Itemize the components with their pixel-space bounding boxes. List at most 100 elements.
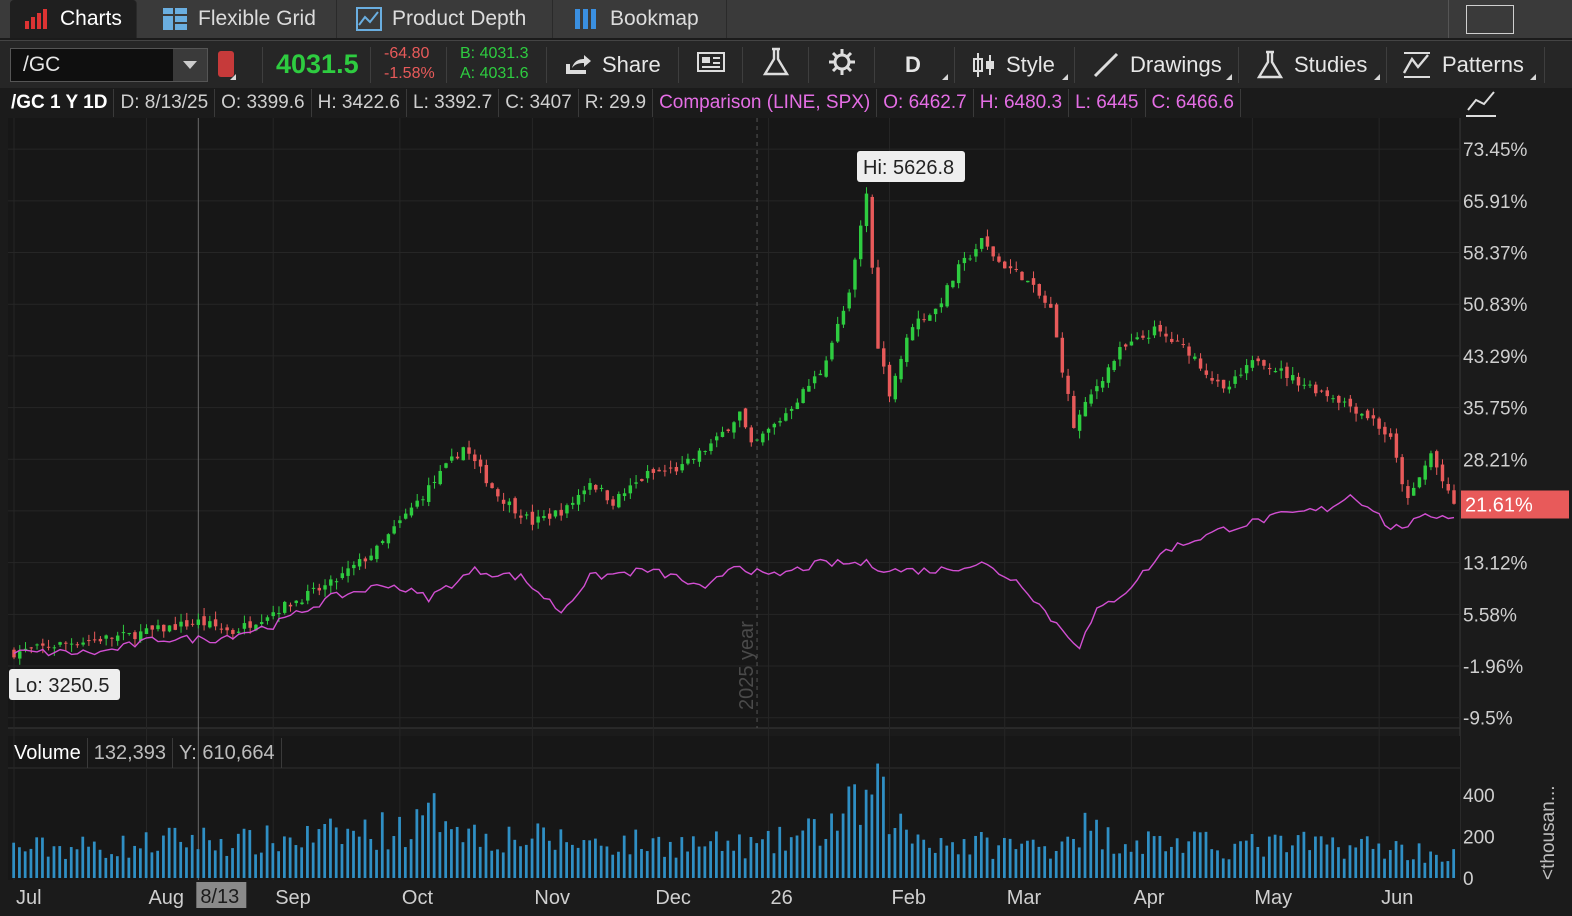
candle bbox=[1187, 346, 1191, 356]
candle bbox=[1049, 303, 1053, 308]
candle bbox=[1054, 304, 1059, 338]
volume-bar bbox=[893, 828, 897, 878]
tab-bookmap[interactable]: Bookmap bbox=[560, 0, 727, 38]
chevron-down-icon[interactable] bbox=[173, 49, 207, 81]
studies-button[interactable]: Studies bbox=[1256, 41, 1367, 88]
tab-charts[interactable]: Charts bbox=[10, 0, 137, 38]
volume-bar bbox=[738, 834, 741, 878]
volume-bar bbox=[507, 826, 511, 878]
volume-bar bbox=[162, 835, 165, 878]
volume-bar bbox=[294, 845, 298, 878]
volume-bar bbox=[1337, 847, 1340, 878]
volume-bar bbox=[501, 852, 505, 878]
candle bbox=[985, 236, 990, 247]
candle bbox=[1342, 401, 1347, 403]
candle bbox=[450, 456, 454, 461]
tab-flexible-grid[interactable]: Flexible Grid bbox=[148, 0, 337, 38]
volume-bar bbox=[922, 839, 926, 878]
comparison-label[interactable]: Comparison (LINE, SPX) bbox=[653, 89, 878, 117]
y-tick-label: -9.5% bbox=[1463, 709, 1513, 730]
grid-icon bbox=[162, 7, 188, 31]
flag-icon[interactable] bbox=[218, 51, 234, 77]
x-tick-label: 26 bbox=[771, 887, 793, 909]
share-button[interactable]: Share bbox=[564, 41, 661, 88]
volume-bar bbox=[1279, 835, 1283, 878]
y-tick-label: 35.75% bbox=[1463, 399, 1528, 420]
candle bbox=[133, 632, 137, 640]
candle bbox=[248, 621, 252, 628]
ask-price: A: 4031.6 bbox=[460, 65, 529, 82]
candle bbox=[1175, 340, 1180, 342]
candle bbox=[691, 458, 696, 460]
candle bbox=[853, 259, 857, 290]
volume-bar bbox=[473, 824, 476, 878]
news-button[interactable] bbox=[696, 41, 728, 88]
volume-bar bbox=[450, 829, 453, 878]
candle bbox=[173, 624, 178, 630]
volume-bar bbox=[202, 827, 206, 878]
volume-bar bbox=[1319, 836, 1323, 878]
volume-bar bbox=[1129, 851, 1133, 878]
drawings-button[interactable]: Drawings bbox=[1092, 41, 1222, 88]
volume-bar bbox=[916, 834, 920, 878]
volume-bar bbox=[236, 833, 240, 878]
settings-button[interactable] bbox=[828, 41, 856, 88]
candle bbox=[1308, 384, 1312, 386]
share-label: Share bbox=[602, 51, 661, 77]
candle bbox=[392, 526, 396, 534]
candle bbox=[680, 464, 684, 471]
candle bbox=[185, 620, 189, 627]
volume-bar bbox=[605, 846, 609, 878]
volume-bar bbox=[951, 842, 954, 878]
info-open: O: 3399.6 bbox=[215, 89, 312, 117]
net-change-pct: -1.58% bbox=[384, 65, 435, 82]
symbol-input[interactable]: /GC bbox=[10, 48, 208, 82]
comparison-open: O: 6462.7 bbox=[877, 89, 974, 117]
period-button[interactable]: D bbox=[905, 41, 921, 88]
volume-bar bbox=[156, 850, 160, 878]
volume-bar bbox=[559, 829, 563, 878]
candle bbox=[519, 515, 523, 518]
volume-bar bbox=[847, 786, 851, 878]
candle bbox=[594, 485, 598, 490]
x-tick-label: Apr bbox=[1133, 887, 1164, 909]
candle bbox=[974, 249, 978, 257]
volume-bar bbox=[461, 842, 465, 878]
volume-bar bbox=[23, 851, 27, 878]
candle bbox=[565, 505, 569, 514]
volume-bar bbox=[1377, 843, 1381, 878]
candle bbox=[755, 439, 759, 441]
chart-style-toggle[interactable] bbox=[1462, 88, 1502, 120]
volume-bar bbox=[138, 848, 142, 878]
candle bbox=[789, 408, 794, 411]
candle bbox=[1446, 484, 1450, 491]
candle bbox=[1106, 367, 1111, 383]
volume-bar bbox=[594, 838, 597, 878]
candle bbox=[559, 509, 563, 516]
volume-bar bbox=[455, 826, 459, 878]
x-tick-label: Aug bbox=[148, 887, 184, 909]
candle bbox=[1198, 358, 1203, 369]
patterns-button[interactable]: Patterns bbox=[1402, 41, 1524, 88]
volume-bar bbox=[640, 848, 643, 878]
candle bbox=[547, 513, 552, 519]
volume-bar bbox=[1164, 851, 1168, 878]
y-tick-label: 13.12% bbox=[1463, 554, 1528, 575]
candle bbox=[162, 624, 166, 632]
tab-product-depth[interactable]: Product Depth bbox=[342, 0, 553, 38]
candle bbox=[1129, 341, 1134, 346]
style-button[interactable]: Style bbox=[972, 41, 1055, 88]
flask-button[interactable] bbox=[762, 41, 790, 88]
candle bbox=[1123, 344, 1128, 347]
volume-bar bbox=[1440, 861, 1444, 878]
volume-bar bbox=[18, 847, 21, 878]
volume-bar bbox=[64, 858, 67, 878]
volume-bar bbox=[213, 850, 217, 878]
volume-bar bbox=[1112, 853, 1116, 878]
candle bbox=[801, 389, 805, 404]
volume-bar bbox=[282, 836, 286, 878]
candle bbox=[1008, 266, 1013, 269]
window-toggle[interactable] bbox=[1466, 5, 1514, 34]
volume-bar bbox=[317, 829, 321, 878]
